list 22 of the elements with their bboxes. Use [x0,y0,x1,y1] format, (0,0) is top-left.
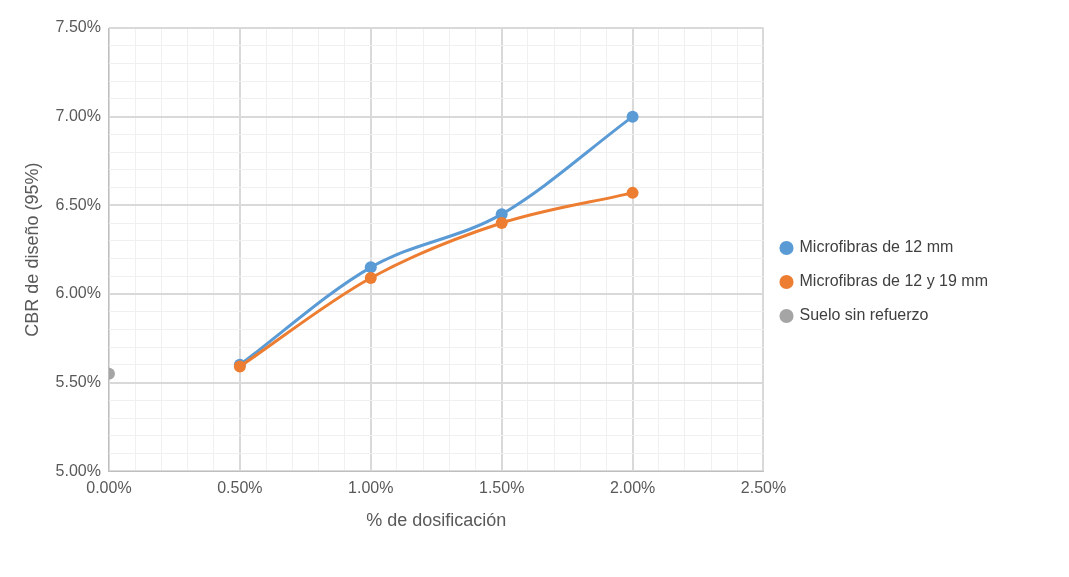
y-tick-label: 7.50% [55,18,101,36]
point [364,261,377,274]
x-tick-label: 2.50% [740,479,787,497]
y-tick-label: 6.00% [55,284,101,302]
legend-label: Suelo sin refuerzo [799,306,929,324]
x-tick-label: 0.50% [217,479,263,497]
point [626,186,639,199]
x-tick-label: 2.00% [609,479,656,497]
point [626,110,639,123]
point [364,271,377,284]
y-tick-label: 6.50% [55,195,101,213]
y-axis-title: CBR de diseño (95%) [21,162,42,337]
x-tick-label: 1.50% [478,479,525,497]
x-tick-label: 0.00% [86,479,132,497]
y-tick-label: 5.00% [55,461,101,479]
legend-label: Microfibras de 12 mm [799,238,954,256]
legend-label: Microfibras de 12 y 19 mm [799,272,989,290]
x-axis-title: % de dosificación [366,510,507,531]
point [495,217,508,230]
y-tick-label: 7.00% [55,107,101,125]
y-tick-label: 5.50% [55,372,101,390]
x-tick-label: 1.00% [348,479,394,497]
